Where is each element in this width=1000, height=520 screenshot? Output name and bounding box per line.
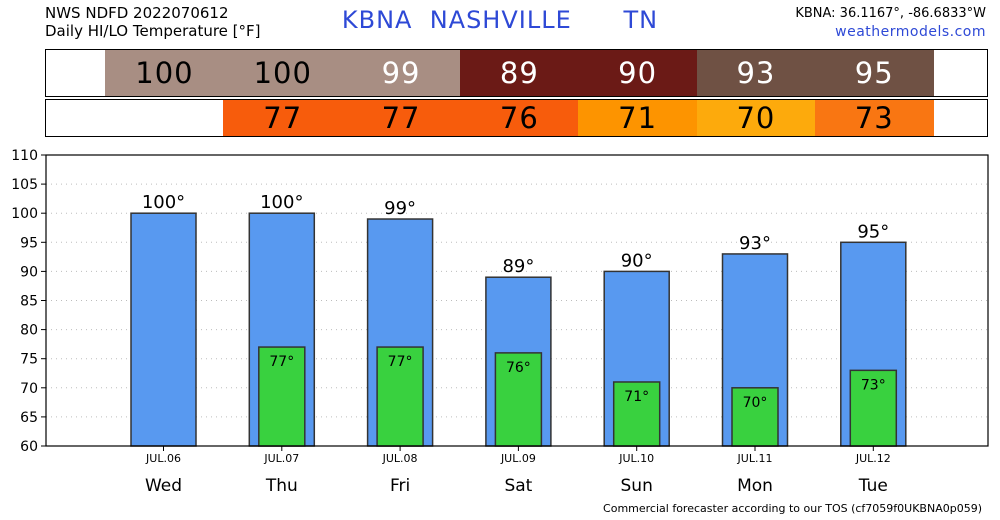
x-date-label: JUL.08 [382,452,418,465]
product-title: NWS NDFD 2022070612 [45,4,229,22]
hi-cell: 95 [814,50,934,96]
hi-bar [130,212,197,447]
lo-cell: 73 [814,100,934,136]
lo-cell: 71 [578,100,698,136]
hi-cell: 99 [341,50,461,96]
plot-frame [45,154,989,447]
y-tick-label: 100 [11,206,38,222]
station-title: KBNA NASHVILLE TN [341,6,659,34]
x-date-label: JUL.07 [263,452,299,465]
x-day-label: Wed [145,476,182,496]
hi-cell: 93 [696,50,816,96]
lo-bar-label: 73° [861,377,886,393]
footer-note: Commercial forecaster according to our T… [603,502,982,515]
y-tick-label: 110 [11,148,38,164]
y-tick-label: 95 [20,235,38,251]
lo-bar [731,387,779,447]
lo-bar [494,352,543,447]
hi-bar-label: 89° [502,256,534,277]
hi-bar-label: 95° [857,221,889,242]
hi-cell: 100 [105,50,224,96]
x-date-label: JUL.10 [618,452,654,465]
lo-bar-label: 77° [388,354,413,370]
hi-bar-label: 100° [142,192,185,213]
x-day-label: Mon [737,476,773,496]
hi-bar-label: 93° [739,233,771,254]
y-tick-label: 105 [11,177,38,193]
x-day-label: Tue [858,476,888,496]
y-tick-label: 65 [20,410,38,426]
lo-temperature-strip: 77 77 76 71 70 73 [45,99,988,137]
hi-bar-label: 90° [621,250,653,271]
y-tick-label: 70 [20,381,38,397]
lo-bar [258,346,306,447]
y-tick-label: 90 [20,264,38,280]
hi-bar-label: 100° [260,192,303,213]
lo-bar-label: 77° [269,354,294,370]
lo-bar-label: 76° [506,360,531,376]
lo-bar [612,381,661,447]
hi-temperature-strip: 100 100 99 89 90 93 95 [45,49,988,97]
lo-bar-label: 71° [624,389,649,405]
x-day-label: Fri [390,476,410,496]
lo-bar [376,346,424,447]
x-day-label: Thu [265,476,298,496]
hi-cell: 90 [578,50,698,96]
x-date-label: JUL.12 [855,452,891,465]
x-date-label: JUL.11 [737,452,773,465]
x-date-label: JUL.06 [145,452,181,465]
x-day-label: Sat [504,476,532,496]
chart-subtitle: Daily HI/LO Temperature [°F] [45,22,261,40]
x-day-label: Sun [621,476,653,496]
lo-bar-label: 70° [743,395,768,411]
hi-cell: 89 [459,50,579,96]
lo-cell: 76 [459,100,579,136]
x-date-label: JUL.09 [500,452,536,465]
y-tick-label: 85 [20,294,38,310]
lo-cell: 77 [223,100,343,136]
site-link[interactable]: weathermodels.com [835,24,986,40]
hi-cell: 100 [223,50,343,96]
lo-cell [105,100,224,136]
lo-cell: 70 [696,100,816,136]
lo-cell: 77 [341,100,461,136]
y-tick-label: 75 [20,352,38,368]
y-tick-label: 80 [20,323,38,339]
hi-bar-label: 99° [384,198,416,219]
station-coordinates: KBNA: 36.1167°, -86.6833°W [795,6,986,21]
y-tick-label: 60 [20,439,38,455]
